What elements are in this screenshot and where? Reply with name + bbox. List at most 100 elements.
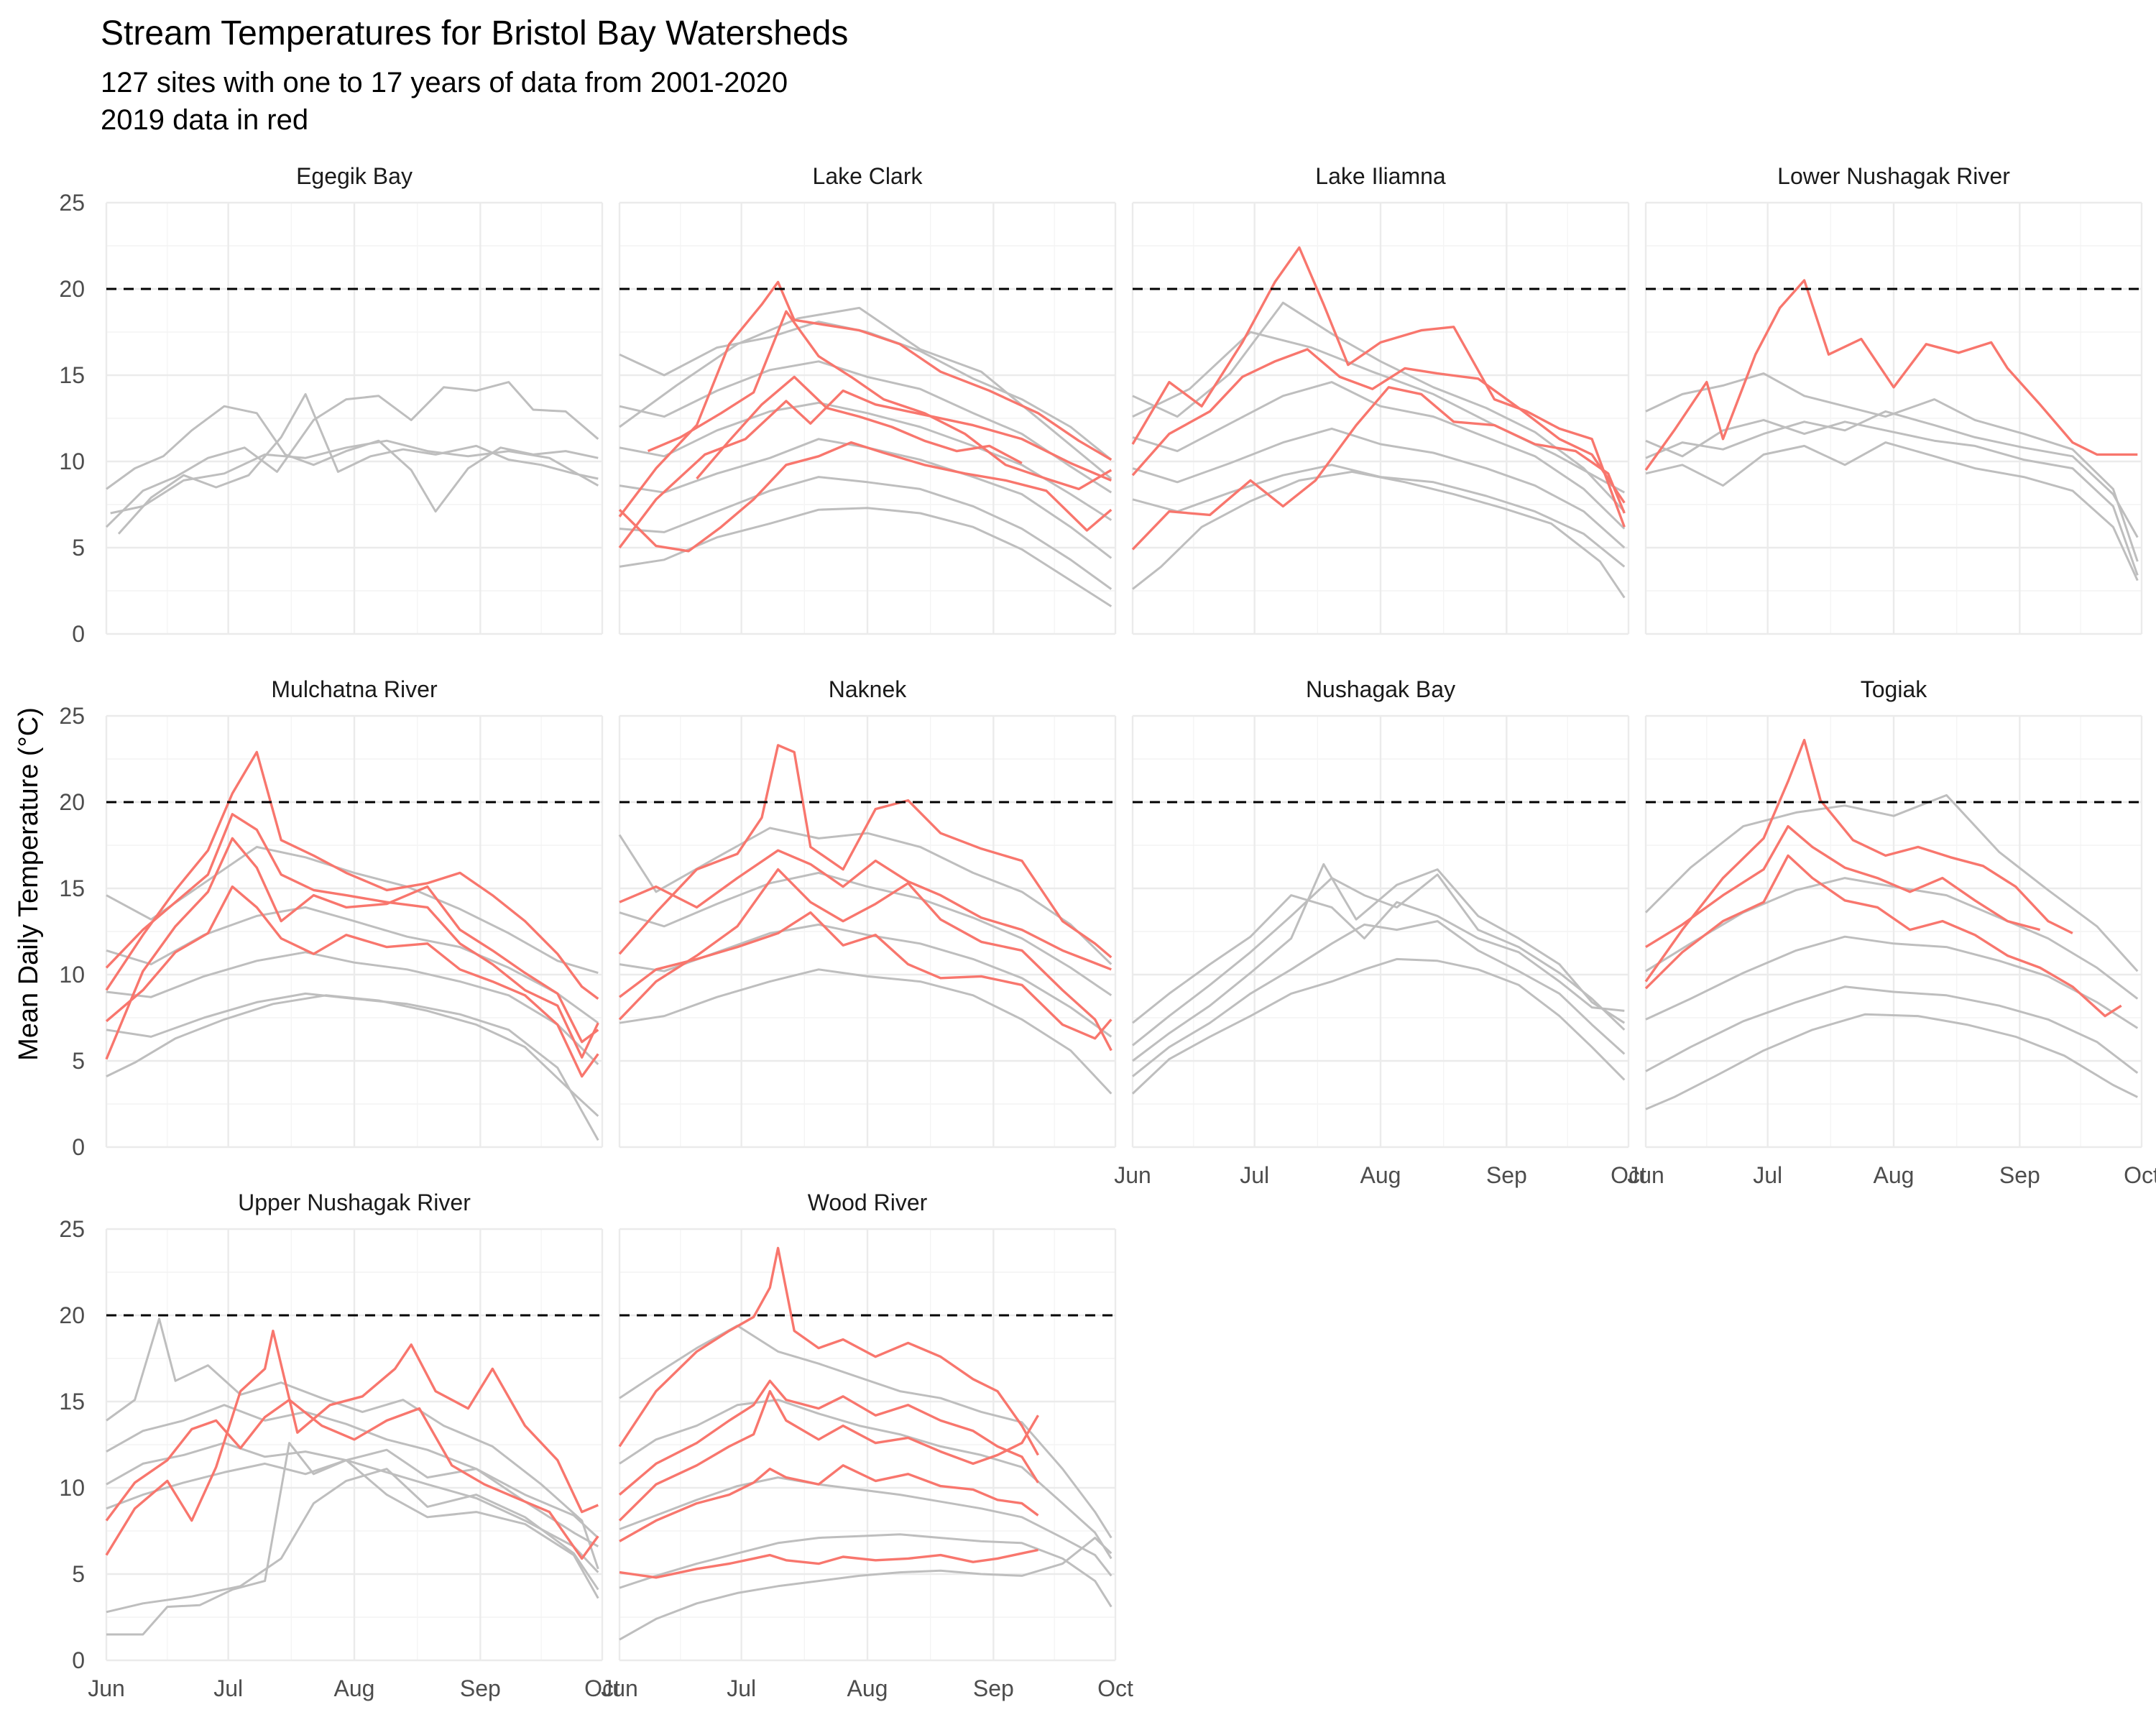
y-tick-label: 25 — [59, 703, 85, 729]
series-line-other-years — [619, 476, 1112, 590]
series-line-other-years — [1645, 935, 2139, 1029]
panel-title-upper-nushagak-river: Upper Nushagak River — [238, 1190, 471, 1215]
panel-title-lake-clark: Lake Clark — [813, 163, 923, 189]
x-tick-label: Sep — [460, 1675, 501, 1701]
series-line-other-years — [1132, 873, 1626, 1046]
series-line-other-years — [1132, 894, 1625, 1024]
y-tick-label: 5 — [72, 1048, 85, 1074]
x-tick-label: Jun — [601, 1675, 638, 1701]
series-line-2019 — [105, 813, 599, 1059]
series-line-other-years — [1645, 372, 2139, 562]
series-line-other-years — [106, 1442, 599, 1573]
series-line-other-years — [619, 1537, 1112, 1641]
series-line-other-years — [619, 923, 1112, 1038]
x-tick-label: Aug — [1874, 1162, 1915, 1188]
series-line-other-years — [619, 438, 1112, 559]
series-line-other-years — [1132, 862, 1626, 1062]
panel-lower-nushagak-river: Lower Nushagak River — [1644, 163, 2143, 635]
series-line-other-years — [106, 992, 599, 1141]
series-line-other-years — [619, 968, 1112, 1095]
x-tick-label: Jul — [1753, 1162, 1782, 1188]
series-line-other-years — [106, 405, 599, 513]
y-tick-label: 20 — [59, 276, 85, 302]
series-line-other-years — [1132, 470, 1626, 599]
x-tick-label: Sep — [1486, 1162, 1527, 1188]
series-line-other-years — [1132, 301, 1626, 512]
x-tick-label: Jul — [727, 1675, 756, 1701]
series-line-2019 — [696, 375, 1023, 480]
series-line-other-years — [619, 507, 1112, 607]
y-tick-label: 5 — [72, 1561, 85, 1587]
panel-title-nushagak-bay: Nushagak Bay — [1306, 676, 1455, 702]
y-tick-label: 5 — [72, 535, 85, 561]
x-tick-label: Jun — [1627, 1162, 1664, 1188]
series-line-2019 — [105, 837, 599, 1060]
panel-title-egegik-bay: Egegik Bay — [296, 163, 413, 189]
series-line-other-years — [619, 1399, 1112, 1560]
panel-wood-river: Wood River Jun Jul Aug Sep Oct — [601, 1190, 1133, 1701]
y-tick-label: 25 — [59, 190, 85, 216]
series-line-2019 — [1644, 854, 2122, 1018]
series-line-other-years — [1131, 957, 1626, 1095]
y-tick-label: 25 — [59, 1216, 85, 1242]
series-line-other-years — [106, 1442, 599, 1636]
series-line-2019 — [619, 1548, 1038, 1579]
panel-lake-clark: Lake Clark — [618, 163, 1117, 635]
facet-panels: Egegik Bay 0 5 10 15 20 25 Lake Clark Lake Iliam… — [59, 163, 2156, 1701]
series-line-other-years — [1132, 920, 1626, 1077]
x-tick-label: Oct — [2124, 1162, 2156, 1188]
chart-title: Stream Temperatures for Bristol Bay Wate… — [101, 14, 848, 52]
panel-egegik-bay: Egegik Bay 0 5 10 15 20 25 — [59, 163, 604, 647]
panel-title-togiak: Togiak — [1861, 676, 1928, 702]
series-line-other-years — [106, 1404, 599, 1539]
series-line-other-years — [1644, 794, 2139, 972]
series-line-2019 — [1645, 824, 2041, 949]
series-line-2019 — [105, 885, 599, 1078]
x-tick-label: Jun — [1114, 1162, 1151, 1188]
panel-title-mulchatna-river: Mulchatna River — [271, 676, 438, 702]
x-tick-label: Jul — [213, 1675, 243, 1701]
series-line-other-years — [1645, 1013, 2138, 1110]
series-line-2019 — [618, 280, 1112, 518]
y-tick-label: 0 — [72, 1134, 85, 1160]
y-tick-label: 20 — [59, 789, 85, 815]
series-line-other-years — [619, 360, 1112, 494]
x-tick-label: Sep — [973, 1675, 1014, 1701]
x-tick-label: Oct — [1611, 1162, 1646, 1188]
panel-title-lower-nushagak-river: Lower Nushagak River — [1777, 163, 2010, 189]
series-line-2019 — [618, 868, 1112, 1052]
series-line-2019 — [619, 1464, 1039, 1542]
y-axis-label: Mean Daily Temperature (°C) — [14, 707, 44, 1061]
series-line-other-years — [106, 994, 599, 1117]
panel-upper-nushagak-river: Upper Nushagak River 0 5 10 15 20 25 Jun Jul Aug S… — [59, 1190, 620, 1701]
x-tick-label: Jul — [1240, 1162, 1269, 1188]
panel-title-wood-river: Wood River — [808, 1190, 928, 1215]
panel-nushagak-bay: Nushagak Bay Jun Jul Aug Sep Oct — [1114, 676, 1646, 1188]
series-line-2019 — [1644, 738, 2073, 983]
series-line-2019 — [1131, 246, 1626, 528]
series-line-2019 — [618, 911, 1112, 1040]
series-line-2019 — [647, 310, 1112, 491]
series-line-other-years — [1645, 985, 2139, 1074]
panel-naknek: Naknek — [618, 676, 1117, 1149]
chart-subtitle-line-2: 2019 data in red — [101, 104, 308, 136]
y-tick-label: 10 — [59, 1475, 85, 1501]
y-tick-label: 15 — [59, 362, 85, 388]
series-line-2019 — [618, 441, 1112, 553]
series-line-other-years — [106, 1468, 599, 1614]
series-line-other-years — [105, 381, 599, 528]
panel-lake-iliamna: Lake Iliamna — [1131, 163, 1630, 635]
series-line-2019 — [1644, 279, 2138, 471]
y-tick-label: 0 — [72, 621, 85, 647]
series-line-other-years — [1132, 427, 1626, 549]
panel-title-lake-iliamna: Lake Iliamna — [1315, 163, 1446, 189]
series-line-other-years — [106, 845, 599, 975]
series-line-other-years — [1645, 418, 2139, 576]
series-line-2019 — [105, 750, 599, 1000]
series-line-other-years — [117, 392, 599, 535]
panel-title-naknek: Naknek — [829, 676, 908, 702]
series-line-other-years — [619, 1324, 1112, 1539]
x-tick-label: Aug — [334, 1675, 375, 1701]
x-tick-label: Oct — [584, 1675, 620, 1701]
